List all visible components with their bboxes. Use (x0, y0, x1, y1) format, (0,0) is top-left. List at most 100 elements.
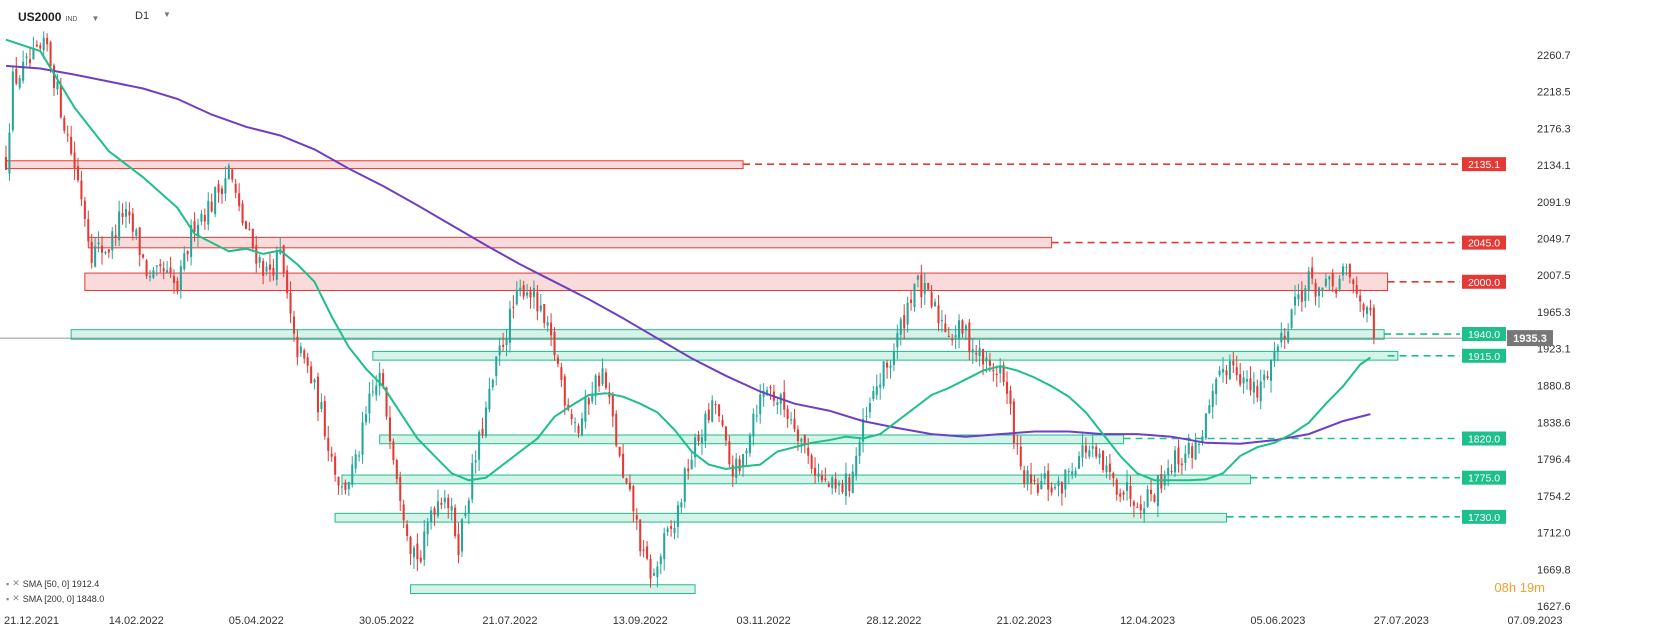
candle-body (1287, 331, 1290, 343)
symbol-dropdown-icon[interactable]: ▼ (91, 14, 100, 23)
candle-body (402, 504, 405, 521)
support-zone (372, 350, 1399, 361)
candle-body (114, 235, 117, 238)
candle-body (1132, 501, 1135, 506)
candle-body (49, 42, 52, 67)
candle-body (207, 200, 210, 225)
candle-body (752, 413, 755, 437)
candle-body (412, 547, 415, 558)
candle-body (868, 403, 871, 413)
candle-body (1328, 276, 1331, 280)
candle-body (1311, 267, 1314, 279)
candle-body (889, 365, 892, 368)
candle-body (375, 385, 378, 396)
candle-body (553, 331, 556, 355)
candle-body (522, 285, 525, 297)
candle-body (131, 213, 134, 232)
candle-body (46, 37, 49, 45)
candle-body (296, 336, 299, 358)
candle-body (268, 264, 272, 270)
candle-body (337, 476, 340, 486)
candle-body (858, 441, 861, 456)
level-label-bg (1462, 327, 1506, 342)
candle-body (1129, 485, 1132, 499)
candle-body (248, 228, 251, 230)
candle-body (90, 241, 93, 264)
candle-body (107, 249, 110, 253)
candle-body (786, 408, 789, 419)
candle-body (378, 372, 381, 387)
candle-body (1198, 443, 1201, 445)
candle-body (121, 213, 124, 217)
candle-body (1054, 487, 1057, 489)
candle-body (1091, 446, 1094, 449)
y-tick-label: 2218.5 (1537, 87, 1571, 99)
level-label-bg (1462, 157, 1506, 172)
candle-body (1269, 359, 1273, 381)
candle-body (457, 534, 460, 556)
candle-body (87, 219, 90, 242)
candle-body (481, 428, 484, 436)
candle-body (512, 306, 515, 308)
legend-sma200[interactable]: ▪ ✕ SMA [200, 0] 1848.0 (6, 593, 104, 604)
legend-sma50[interactable]: ▪ ✕ SMA [50, 0] 1912.4 (6, 578, 99, 589)
candle-body (241, 203, 244, 224)
candle-body (776, 402, 779, 405)
candle-body (766, 390, 769, 395)
candle-body (220, 188, 224, 194)
candle-body (275, 250, 278, 280)
candle-body (539, 305, 542, 311)
candle-body (800, 438, 803, 442)
candle-body (745, 450, 748, 454)
y-tick-label: 1923.1 (1537, 344, 1571, 356)
x-tick-label: 14.02.2022 (109, 615, 164, 627)
candle-body (224, 178, 227, 194)
x-tick-label: 12.04.2023 (1120, 615, 1175, 627)
candle-body (1232, 361, 1235, 366)
candle-body (954, 335, 957, 337)
visibility-icon[interactable]: ▪ (6, 593, 10, 604)
candle-body (574, 422, 577, 424)
y-tick-label: 1965.3 (1537, 307, 1571, 319)
level-label: 2000.0 (1468, 277, 1500, 289)
candle-body (176, 280, 179, 292)
close-icon[interactable]: ✕ (12, 593, 20, 603)
y-tick-label: 2091.9 (1537, 197, 1571, 209)
candle-body (587, 398, 590, 405)
candle-body (450, 505, 453, 511)
candle-body (964, 325, 967, 331)
candle-body (179, 266, 182, 291)
candle-body (1355, 285, 1358, 294)
resistance-zone (84, 272, 1389, 291)
y-tick-label: 1880.8 (1537, 381, 1571, 393)
candle-body (1064, 469, 1067, 490)
candle-body (491, 379, 494, 388)
visibility-icon[interactable]: ▪ (6, 578, 10, 589)
level-label-bg (1462, 348, 1506, 363)
candle-body (138, 227, 141, 255)
instrument-header: US2000 IND ▼ (18, 10, 99, 24)
candle-body (958, 320, 961, 338)
y-tick-label: 2176.3 (1537, 123, 1571, 135)
candle-body (1050, 487, 1053, 493)
support-zone (341, 474, 1251, 485)
candle-body (1074, 471, 1077, 476)
candle-body (251, 228, 254, 248)
x-tick-label: 13.09.2022 (613, 615, 668, 627)
candle-body (203, 214, 206, 222)
candle-body (927, 283, 930, 290)
x-tick-label: 07.09.2023 (1507, 615, 1562, 627)
candle-body (152, 270, 155, 278)
candle-body (738, 459, 741, 472)
close-icon[interactable]: ✕ (12, 578, 20, 588)
candle-body (419, 557, 422, 562)
candle-body (628, 482, 631, 490)
candle-body (817, 473, 820, 477)
timeframe-dropdown-icon[interactable]: ▼ (163, 10, 171, 19)
legend-sma50-text: SMA [50, 0] 1912.4 (22, 578, 100, 589)
timeframe-label[interactable]: D1 (135, 10, 150, 22)
candle-body (159, 264, 162, 267)
level-label-bg (1462, 470, 1506, 485)
